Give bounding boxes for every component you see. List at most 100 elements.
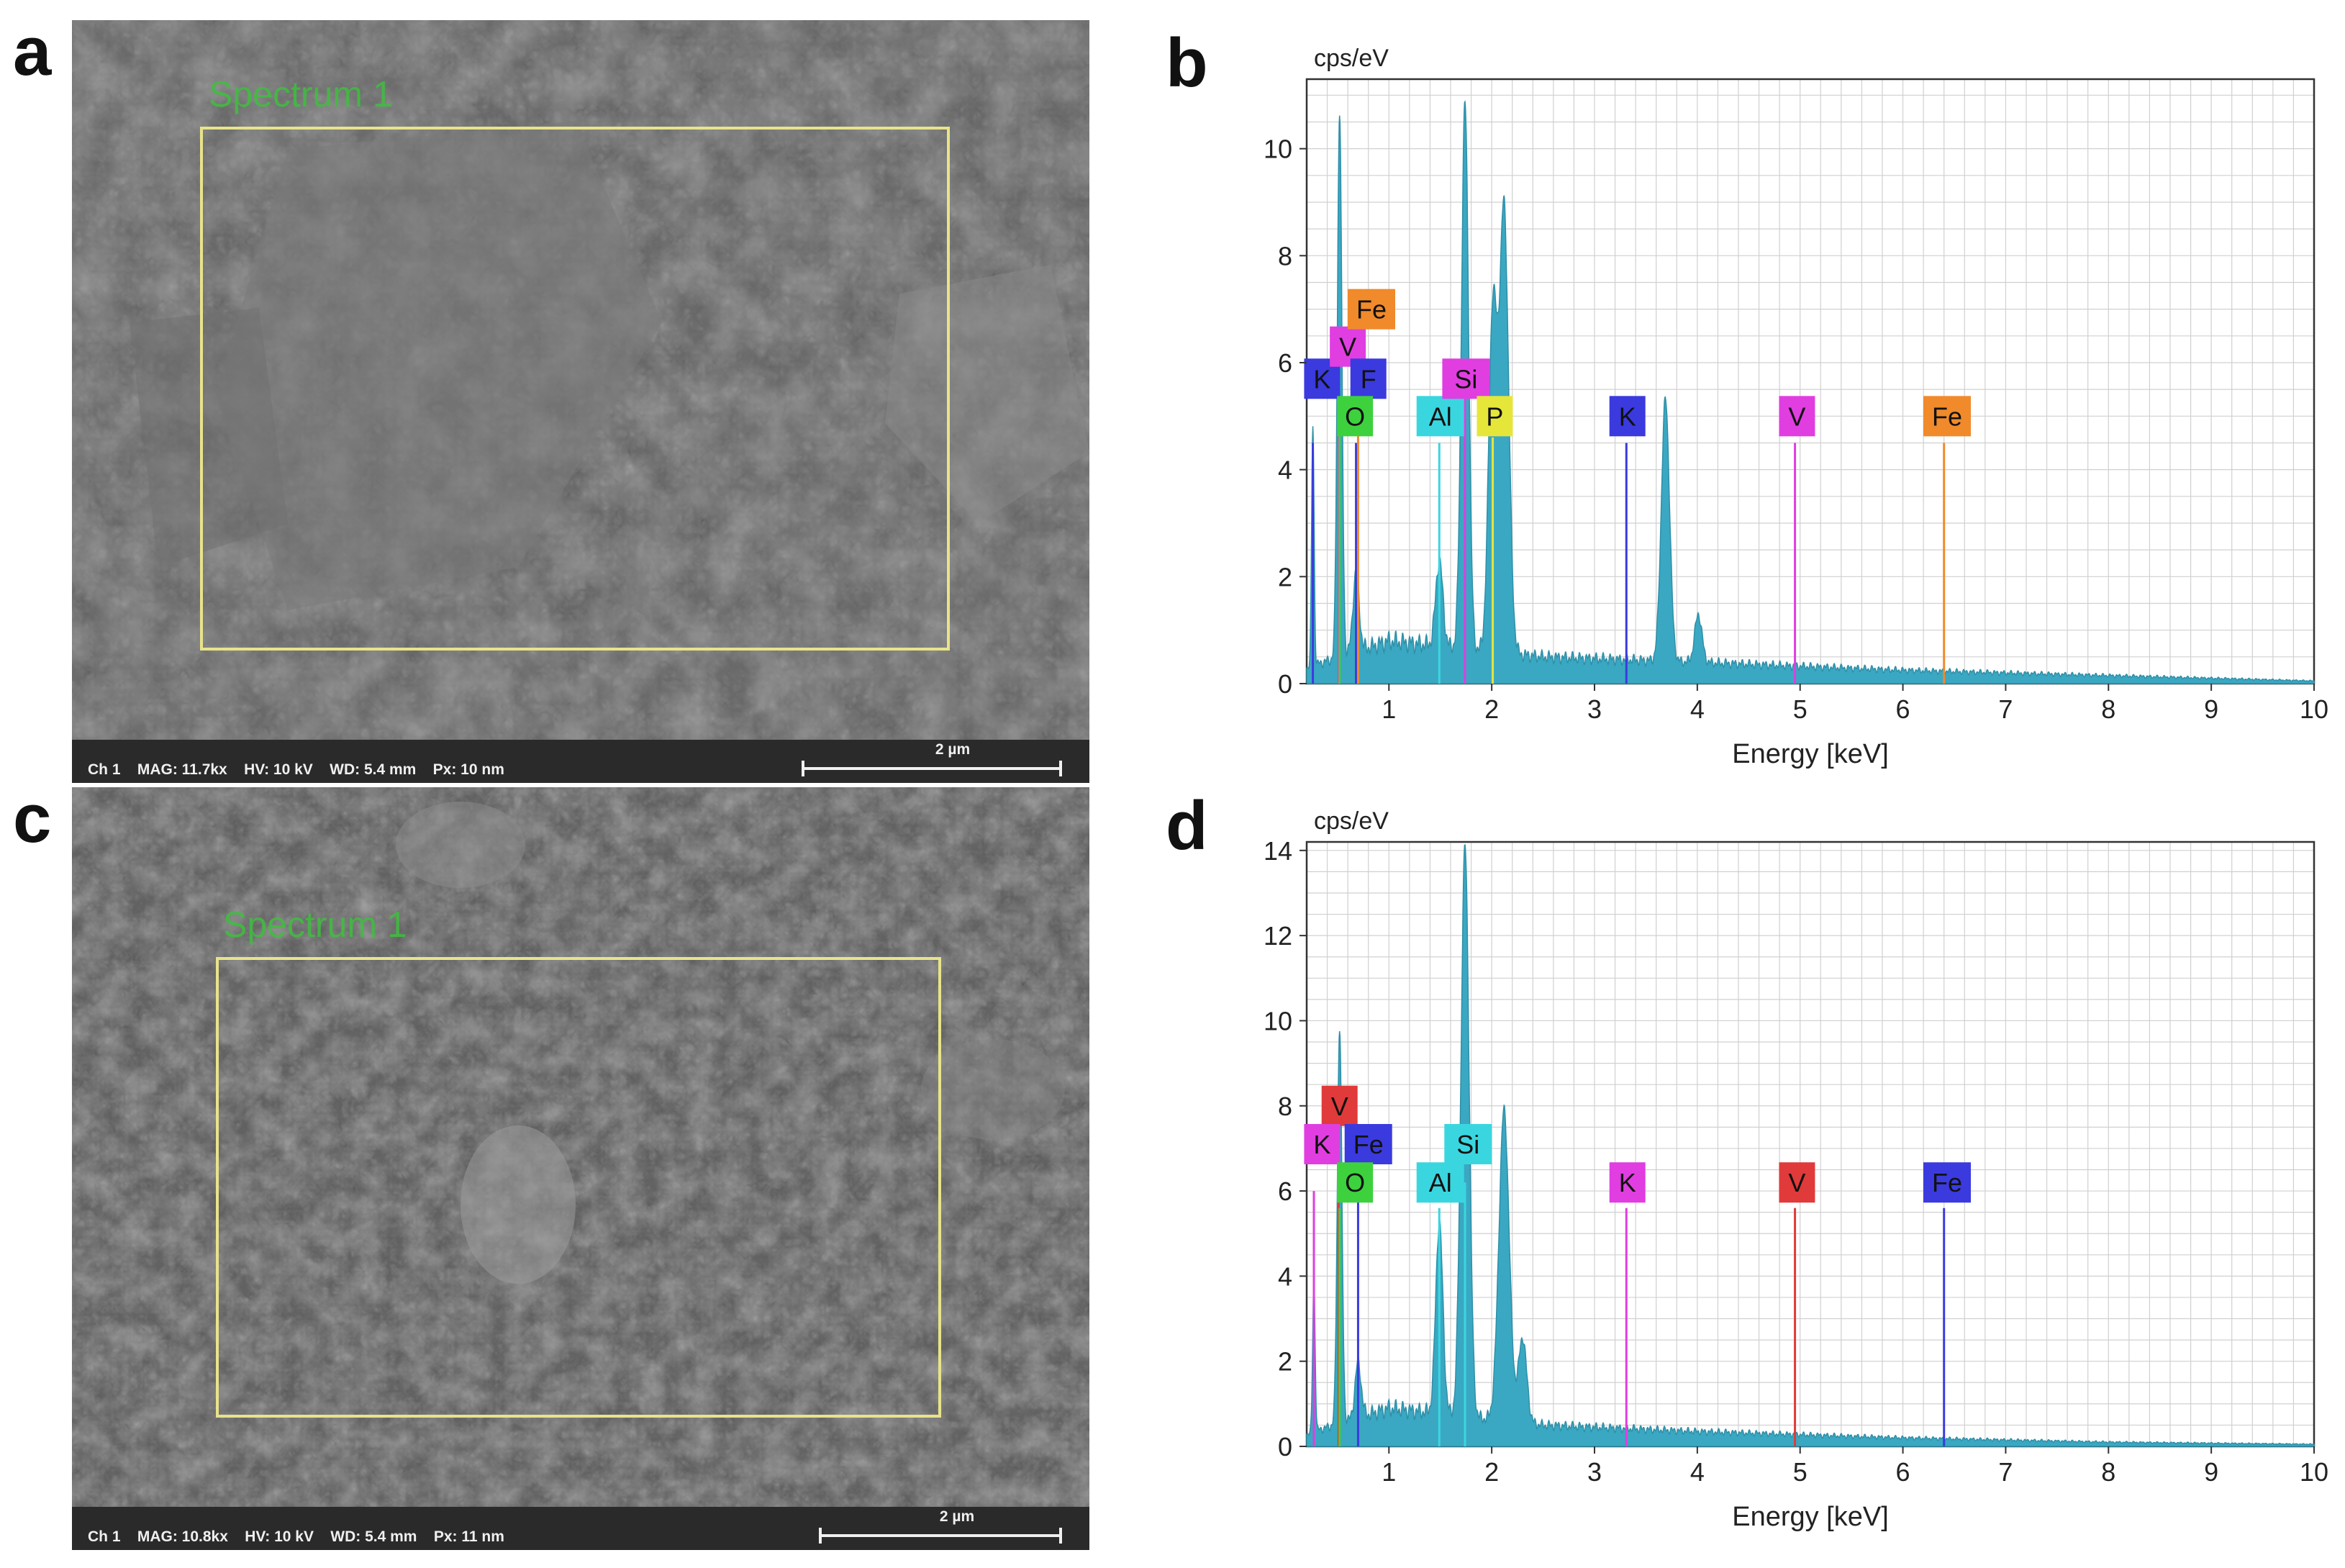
element-label-si: Si — [1442, 358, 1490, 399]
y-tick-label: 6 — [1278, 348, 1292, 378]
scalebar-a — [803, 767, 1061, 770]
y-tick-label: 0 — [1278, 669, 1292, 699]
panel-letter-d: d — [1166, 787, 1208, 864]
element-label-v: V — [1779, 396, 1815, 437]
element-label-text: O — [1345, 1168, 1365, 1197]
element-label-text: Si — [1454, 364, 1477, 394]
y-tick-label: 8 — [1278, 1092, 1292, 1121]
element-label-box — [1416, 396, 1464, 437]
spectrum-area — [1306, 843, 2315, 1447]
y-tick-label: 2 — [1278, 562, 1292, 592]
element-label-v: V — [1321, 1085, 1358, 1126]
y-tick-label: 4 — [1278, 456, 1292, 485]
y-tick-label: 6 — [1278, 1177, 1292, 1206]
x-axis-label: Energy [keV] — [1732, 739, 1889, 769]
element-label-fe: Fe — [1344, 1124, 1392, 1164]
x-tick-label: 3 — [1587, 694, 1602, 724]
element-label-box — [1304, 1124, 1341, 1164]
sem-info-a: Ch 1 MAG: 11.7kx HV: 10 kV WD: 5.4 mm Px… — [88, 761, 504, 778]
x-tick-label: 9 — [2204, 1457, 2218, 1487]
element-label-k: K — [1304, 1124, 1341, 1164]
element-label-text: K — [1619, 1168, 1636, 1197]
element-label-text: Si — [1456, 1130, 1479, 1159]
scalebar-label-c: 2 µm — [939, 1508, 975, 1525]
x-tick-label: 1 — [1382, 1457, 1396, 1487]
element-label-o: O — [1337, 1162, 1374, 1203]
x-axis-label: Energy [keV] — [1732, 1502, 1889, 1532]
element-label-text: Fe — [1932, 402, 1962, 431]
x-tick-label: 5 — [1793, 694, 1807, 724]
element-label-box — [1609, 396, 1646, 437]
spectrum-region-a — [200, 127, 950, 651]
panel-letter-c: c — [13, 780, 52, 857]
x-tick-label: 4 — [1690, 1457, 1705, 1487]
element-label-box — [1609, 1162, 1646, 1203]
element-label-box — [1337, 396, 1374, 437]
element-label-box — [1779, 1162, 1815, 1203]
sem-texture-a — [72, 20, 1089, 740]
element-label-text: V — [1788, 402, 1805, 431]
scalebar-tick-right-c — [1059, 1528, 1062, 1544]
y-tick-label: 2 — [1278, 1347, 1292, 1377]
element-label-box — [1442, 358, 1490, 399]
element-label-text: Al — [1429, 1168, 1452, 1197]
spectrum-label-c: Spectrum 1 — [223, 905, 407, 945]
element-label-al: Al — [1416, 1162, 1464, 1203]
element-label-p: P — [1477, 396, 1513, 437]
x-tick-label: 1 — [1382, 694, 1396, 724]
x-tick-label: 9 — [2204, 694, 2218, 724]
element-label-box — [1344, 1124, 1392, 1164]
scalebar-tick-left-c — [819, 1528, 822, 1544]
x-tick-label: 4 — [1690, 694, 1705, 724]
x-tick-label: 3 — [1587, 1457, 1602, 1487]
spectrum-region-c — [216, 957, 941, 1418]
element-label-o: O — [1337, 396, 1374, 437]
element-label-box — [1321, 1085, 1358, 1126]
y-tick-label: 14 — [1264, 836, 1292, 866]
element-label-box — [1416, 1162, 1464, 1203]
x-tick-label: 7 — [1998, 694, 2013, 724]
y-tick-label: 10 — [1264, 1006, 1292, 1035]
sem-infobar-c: Ch 1 MAG: 10.8kx HV: 10 kV WD: 5.4 mm Px… — [72, 1507, 1089, 1550]
element-label-box — [1779, 396, 1815, 437]
y-tick-label: 8 — [1278, 241, 1292, 271]
element-label-f: F — [1350, 358, 1387, 399]
element-label-v: V — [1779, 1162, 1815, 1203]
element-label-box — [1350, 358, 1387, 399]
element-label-fe: Fe — [1923, 396, 1971, 437]
element-label-box — [1477, 396, 1513, 437]
element-label-box — [1923, 396, 1971, 437]
y-tick-label: 4 — [1278, 1261, 1292, 1291]
element-label-text: V — [1788, 1168, 1805, 1197]
element-label-text: V — [1331, 1092, 1348, 1121]
element-label-text: K — [1313, 364, 1330, 394]
x-tick-label: 10 — [2300, 1457, 2328, 1487]
element-label-text: Al — [1429, 402, 1452, 431]
x-tick-label: 2 — [1484, 1457, 1499, 1487]
spectrum-label-a: Spectrum 1 — [209, 74, 393, 114]
y-axis-label: cps/eV — [1314, 807, 1389, 835]
element-label-si: Si — [1444, 1124, 1492, 1164]
x-tick-label: 5 — [1793, 1457, 1807, 1487]
sem-texture-c — [72, 787, 1089, 1507]
sem-infobar-a: Ch 1 MAG: 11.7kx HV: 10 kV WD: 5.4 mm Px… — [72, 740, 1089, 783]
element-label-text: Fe — [1932, 1168, 1962, 1197]
x-tick-label: 7 — [1998, 1457, 2013, 1487]
scalebar-tick-right-a — [1059, 761, 1062, 776]
element-label-box — [1348, 289, 1395, 330]
panel-letter-a: a — [13, 13, 52, 90]
x-tick-label: 6 — [1896, 694, 1910, 724]
element-label-k: K — [1609, 396, 1646, 437]
element-label-text: O — [1345, 402, 1365, 431]
x-tick-label: 2 — [1484, 694, 1499, 724]
element-label-k: K — [1609, 1162, 1646, 1203]
spectrum-area — [1306, 100, 2315, 684]
element-label-text: V — [1339, 332, 1356, 362]
element-label-fe: Fe — [1923, 1162, 1971, 1203]
sem-image-c: Spectrum 1 Ch 1 MAG: 10.8kx HV: 10 kV WD… — [72, 787, 1089, 1550]
x-tick-label: 10 — [2300, 694, 2328, 724]
element-label-text: Fe — [1353, 1130, 1384, 1159]
scalebar-label-a: 2 µm — [935, 741, 971, 758]
element-label-text: Fe — [1356, 295, 1387, 325]
